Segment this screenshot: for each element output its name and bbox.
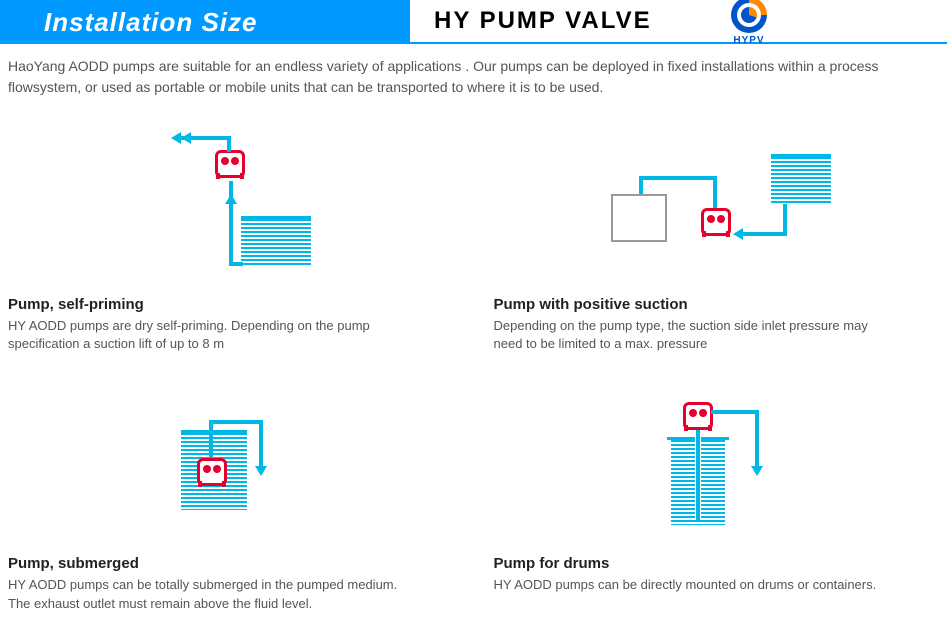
- section-title: Pump for drums: [494, 555, 940, 572]
- section-desc: Depending on the pump type, the suction …: [494, 317, 884, 353]
- flow-line: [711, 410, 759, 414]
- flow-line: [783, 204, 787, 236]
- section-desc: HY AODD pumps can be directly mounted on…: [494, 576, 884, 594]
- header-left: Installation Size: [0, 0, 410, 44]
- arrow-up-icon: [225, 194, 237, 204]
- diagram-submerged: [8, 365, 454, 555]
- diagram-drums: [494, 365, 940, 555]
- flow-line: [639, 176, 717, 180]
- arrow-left-icon: [733, 228, 743, 240]
- section-desc: HY AODD pumps are dry self-priming. Depe…: [8, 317, 398, 353]
- flow-line: [229, 262, 243, 266]
- section-title: Pump, self-priming: [8, 296, 454, 313]
- header-right: HY PUMP VALVE HYPV: [410, 0, 947, 44]
- logo-swirl-icon: [731, 0, 767, 33]
- diagram-self-priming: [8, 106, 454, 296]
- section-title: Pump, submerged: [8, 555, 454, 572]
- section-desc: HY AODD pumps can be totally submerged i…: [8, 576, 398, 612]
- intro-text: HaoYang AODD pumps are suitable for an e…: [0, 52, 947, 106]
- tank-box-icon: [611, 194, 667, 242]
- flow-line: [209, 420, 213, 458]
- flow-line: [227, 136, 231, 152]
- section-title: Pump with positive suction: [494, 296, 940, 313]
- tank-icon: [771, 154, 831, 204]
- logo-text: HYPV: [733, 35, 764, 46]
- flow-line: [741, 232, 787, 236]
- header-left-title: Installation Size: [44, 7, 258, 38]
- pump-icon: [701, 208, 731, 236]
- section-drums: Pump for drums HY AODD pumps can be dire…: [494, 555, 940, 624]
- arrow-left-icon: [181, 132, 191, 144]
- tank-icon: [241, 216, 311, 266]
- section-positive-suction: Pump with positive suction Depending on …: [494, 296, 940, 365]
- flow-line: [713, 176, 717, 208]
- header-right-title: HY PUMP VALVE: [434, 7, 652, 35]
- pump-icon: [197, 458, 227, 486]
- flow-line: [755, 410, 759, 470]
- diagram-positive-suction: [494, 106, 940, 296]
- arrow-down-icon: [255, 466, 267, 476]
- section-submerged: Pump, submerged HY AODD pumps can be tot…: [8, 555, 454, 624]
- flow-line: [209, 420, 263, 424]
- arrow-down-icon: [751, 466, 763, 476]
- arrow-left-icon: [171, 132, 181, 144]
- flow-line: [259, 420, 263, 470]
- section-self-priming: Pump, self-priming HY AODD pumps are dry…: [8, 296, 454, 365]
- pump-icon: [215, 150, 245, 178]
- content-grid: Pump, self-priming HY AODD pumps are dry…: [0, 106, 947, 625]
- pump-icon: [683, 402, 713, 430]
- logo: HYPV: [731, 0, 767, 46]
- header: Installation Size HY PUMP VALVE HYPV: [0, 0, 947, 44]
- flow-line: [696, 430, 700, 520]
